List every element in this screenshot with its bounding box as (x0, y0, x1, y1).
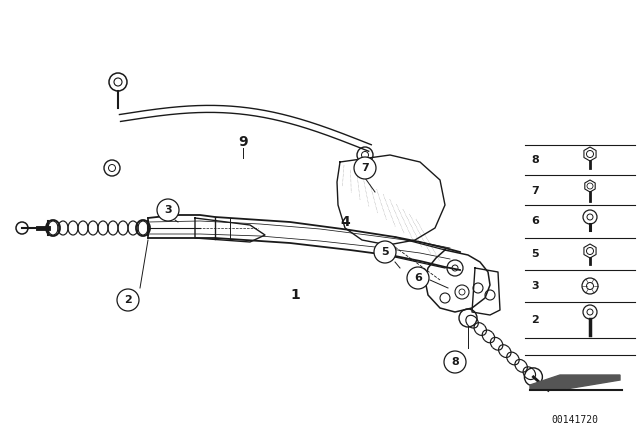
Polygon shape (530, 375, 620, 390)
Text: 5: 5 (531, 249, 539, 259)
Circle shape (117, 289, 139, 311)
Text: 3: 3 (531, 281, 539, 291)
Text: 7: 7 (531, 186, 539, 196)
Text: 8: 8 (451, 357, 459, 367)
Text: 5: 5 (381, 247, 389, 257)
Circle shape (444, 351, 466, 373)
Text: 8: 8 (531, 155, 539, 165)
Text: 2: 2 (531, 315, 539, 325)
Text: 00141720: 00141720 (552, 415, 598, 425)
Text: 4: 4 (340, 215, 350, 229)
Text: 1: 1 (290, 288, 300, 302)
Text: 2: 2 (124, 295, 132, 305)
Text: 3: 3 (164, 205, 172, 215)
Circle shape (354, 157, 376, 179)
Text: 6: 6 (414, 273, 422, 283)
Text: 6: 6 (531, 216, 539, 226)
Circle shape (374, 241, 396, 263)
Circle shape (407, 267, 429, 289)
Circle shape (157, 199, 179, 221)
Text: 9: 9 (238, 135, 248, 149)
Text: 7: 7 (361, 163, 369, 173)
